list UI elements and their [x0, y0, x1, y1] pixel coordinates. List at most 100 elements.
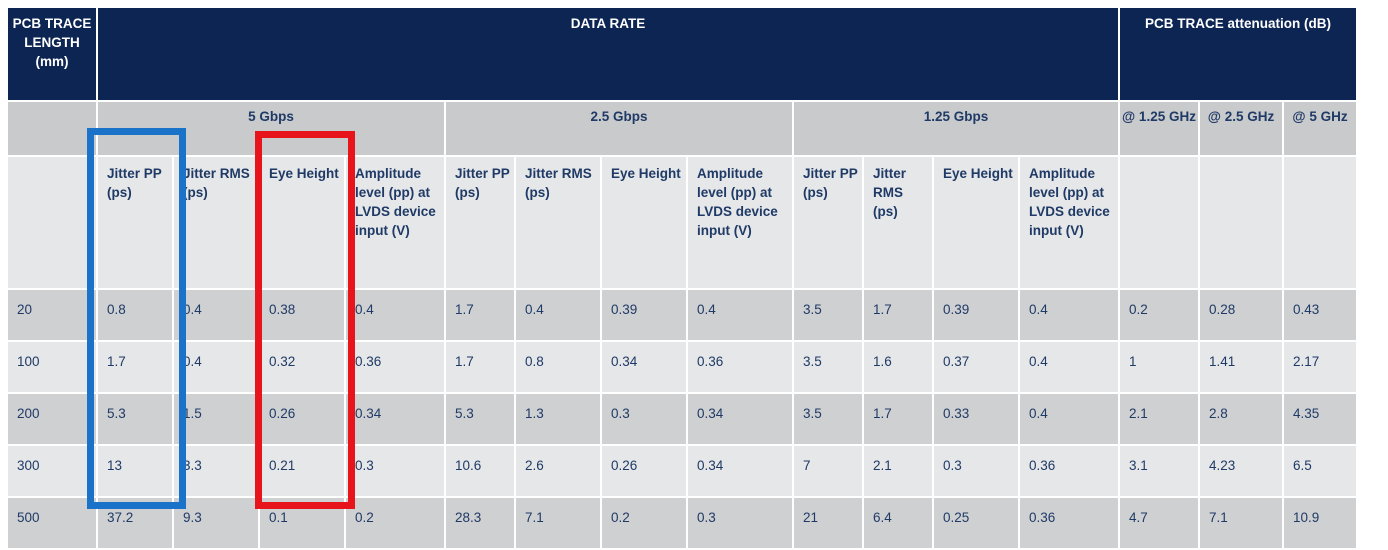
table-cell: 1.7: [864, 394, 932, 444]
table-cell: 10.6: [446, 446, 514, 496]
table-cell: 0.3: [934, 446, 1018, 496]
table-cell: 21: [794, 498, 862, 548]
table-cell: 2.17: [1284, 342, 1356, 392]
table-cell: 0.34: [602, 342, 686, 392]
table-cell: 0.33: [934, 394, 1018, 444]
table-cell: 0.34: [688, 446, 792, 496]
table-cell: 0.34: [688, 394, 792, 444]
table-cell: 0.8: [516, 342, 600, 392]
header-amplitude: Amplitude level (pp) at LVDS device inpu…: [688, 157, 792, 288]
header-freq-1-25ghz: @ 1.25 GHz: [1120, 102, 1198, 155]
table-cell: 0.4: [516, 290, 600, 340]
header-jitter-rms: Jitter RMS (ps): [174, 157, 258, 288]
table-cell: 0.26: [602, 446, 686, 496]
header-amplitude: Amplitude level (pp) at LVDS device inpu…: [1020, 157, 1118, 288]
table-cell: 1.41: [1200, 342, 1282, 392]
table-cell: 0.8: [98, 290, 172, 340]
table-cell: 1.6: [864, 342, 932, 392]
table-row: 500 37.2 9.3 0.1 0.2 28.3 7.1 0.2 0.3 21…: [8, 498, 1356, 548]
table-cell: 1.7: [864, 290, 932, 340]
table-cell: 0.4: [1020, 342, 1118, 392]
header-freq-2-5ghz: @ 2.5 GHz: [1200, 102, 1282, 155]
table-cell: 3.5: [794, 342, 862, 392]
table-cell: 0.37: [934, 342, 1018, 392]
header-rate-2-5gbps: 2.5 Gbps: [446, 102, 792, 155]
table-cell: 200: [8, 394, 96, 444]
table-cell: 500: [8, 498, 96, 548]
header-freq-empty: [1200, 157, 1282, 288]
table-cell: 0.36: [1020, 446, 1118, 496]
table-cell: 4.35: [1284, 394, 1356, 444]
table-cell: 2.1: [1120, 394, 1198, 444]
header-freq-5ghz: @ 5 GHz: [1284, 102, 1356, 155]
header-data-rate: DATA RATE: [98, 8, 1118, 100]
header-empty: [8, 102, 96, 155]
table-cell: 6.5: [1284, 446, 1356, 496]
table-cell: 0.4: [174, 290, 258, 340]
table-cell: 0.4: [1020, 394, 1118, 444]
table-cell: 0.4: [688, 290, 792, 340]
table-cell: 0.39: [602, 290, 686, 340]
header-rate-5gbps: 5 Gbps: [98, 102, 444, 155]
table-cell: 2.8: [1200, 394, 1282, 444]
header-jitter-rms: Jitter RMS (ps): [864, 157, 932, 288]
header-pcb-trace-length: PCB TRACE LENGTH (mm): [8, 8, 96, 100]
table-cell: 0.3: [346, 446, 444, 496]
table-cell: 0.39: [934, 290, 1018, 340]
table-cell: 0.2: [602, 498, 686, 548]
table-cell: 7.1: [516, 498, 600, 548]
table-cell: 5.3: [98, 394, 172, 444]
lvds-signal-table: PCB TRACE LENGTH (mm) DATA RATE PCB TRAC…: [6, 6, 1358, 550]
table-cell: 4.23: [1200, 446, 1282, 496]
table-cell: 1: [1120, 342, 1198, 392]
table-cell: 7.1: [1200, 498, 1282, 548]
table-cell: 0.2: [1120, 290, 1198, 340]
header-eye-height: Eye Height: [934, 157, 1018, 288]
table-cell: 3.5: [794, 394, 862, 444]
table-cell: 20: [8, 290, 96, 340]
table-cell: 6.4: [864, 498, 932, 548]
header-jitter-pp: Jitter PP (ps): [98, 157, 172, 288]
header-rate-1-25gbps: 1.25 Gbps: [794, 102, 1118, 155]
table-cell: 0.25: [934, 498, 1018, 548]
table-cell: 1.3: [516, 394, 600, 444]
table-cell: 0.26: [260, 394, 344, 444]
table-cell: 1.7: [446, 290, 514, 340]
table-cell: 0.2: [346, 498, 444, 548]
header-attenuation: PCB TRACE attenuation (dB): [1120, 8, 1356, 100]
header-eye-height: Eye Height: [602, 157, 686, 288]
table-row: 300 13 3.3 0.21 0.3 10.6 2.6 0.26 0.34 7…: [8, 446, 1356, 496]
table-cell: 0.28: [1200, 290, 1282, 340]
header-freq-empty: [1284, 157, 1356, 288]
header-jitter-pp: Jitter PP (ps): [446, 157, 514, 288]
table-cell: 7: [794, 446, 862, 496]
header-jitter-pp: Jitter PP (ps): [794, 157, 862, 288]
table-cell: 0.38: [260, 290, 344, 340]
table-row: 200 5.3 1.5 0.26 0.34 5.3 1.3 0.3 0.34 3…: [8, 394, 1356, 444]
table-cell: 0.43: [1284, 290, 1356, 340]
table-cell: 13: [98, 446, 172, 496]
table-cell: 300: [8, 446, 96, 496]
table-cell: 100: [8, 342, 96, 392]
table-cell: 0.4: [1020, 290, 1118, 340]
header-jitter-rms: Jitter RMS (ps): [516, 157, 600, 288]
table-cell: 0.36: [688, 342, 792, 392]
table-row: 20 0.8 0.4 0.38 0.4 1.7 0.4 0.39 0.4 3.5…: [8, 290, 1356, 340]
header-freq-empty: [1120, 157, 1198, 288]
header-amplitude: Amplitude level (pp) at LVDS device inpu…: [346, 157, 444, 288]
table-cell: 0.1: [260, 498, 344, 548]
table-cell: 3.1: [1120, 446, 1198, 496]
table-cell: 0.21: [260, 446, 344, 496]
table-cell: 9.3: [174, 498, 258, 548]
table-cell: 0.36: [1020, 498, 1118, 548]
lvds-signal-table-container: PCB TRACE LENGTH (mm) DATA RATE PCB TRAC…: [6, 6, 1358, 550]
table-cell: 0.4: [346, 290, 444, 340]
table-cell: 0.3: [602, 394, 686, 444]
table-cell: 3.5: [794, 290, 862, 340]
table-cell: 10.9: [1284, 498, 1356, 548]
table-cell: 2.1: [864, 446, 932, 496]
table-cell: 0.4: [174, 342, 258, 392]
table-cell: 1.5: [174, 394, 258, 444]
header-eye-height: Eye Height: [260, 157, 344, 288]
table-cell: 3.3: [174, 446, 258, 496]
